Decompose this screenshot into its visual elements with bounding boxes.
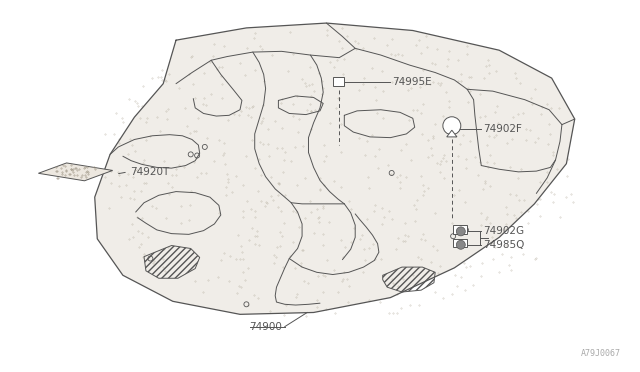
Text: 74985Q: 74985Q	[483, 240, 525, 250]
Text: 74995E: 74995E	[392, 77, 432, 87]
Circle shape	[456, 240, 465, 249]
Circle shape	[456, 227, 465, 236]
Text: A79J0067: A79J0067	[581, 349, 621, 358]
Bar	[333, 77, 344, 86]
Bar	[453, 239, 467, 247]
Polygon shape	[447, 130, 457, 137]
Text: 74902G: 74902G	[483, 227, 524, 236]
Text: 74902F: 74902F	[483, 125, 522, 134]
Text: 74900: 74900	[250, 322, 282, 331]
Polygon shape	[95, 23, 575, 314]
Bar	[453, 225, 467, 234]
Polygon shape	[38, 163, 113, 181]
Circle shape	[443, 117, 461, 135]
Text: 74920T: 74920T	[130, 167, 169, 177]
